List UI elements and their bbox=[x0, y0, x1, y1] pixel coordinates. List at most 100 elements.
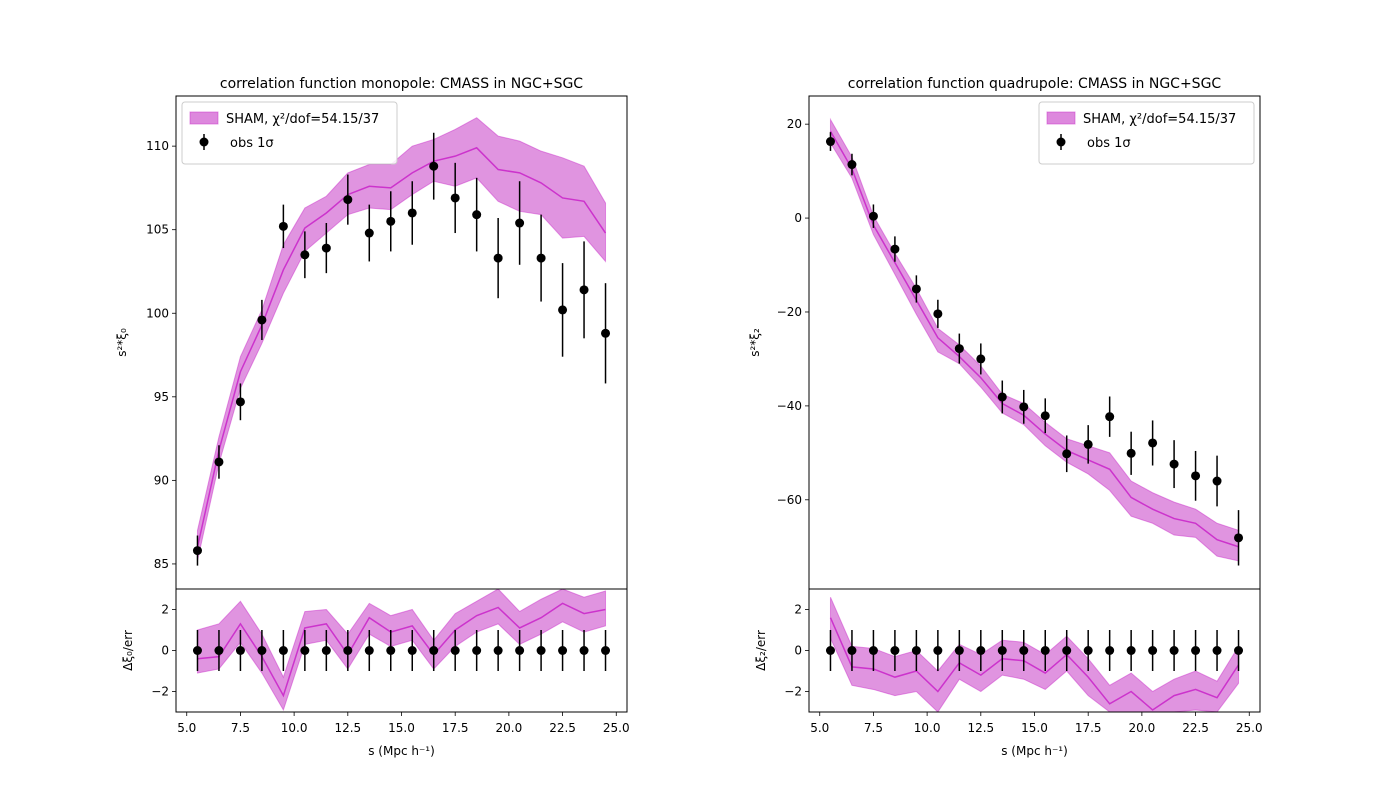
x-tick-label: 15.0 bbox=[388, 721, 415, 735]
legend-obs-marker bbox=[199, 137, 209, 147]
residual-band bbox=[829, 596, 1240, 712]
residual-point bbox=[235, 646, 245, 655]
obs-point bbox=[1019, 402, 1029, 412]
obs-point bbox=[1105, 412, 1115, 422]
legend-obs-label: obs 1σ bbox=[1087, 136, 1131, 151]
y-tick-label: −20 bbox=[777, 305, 802, 319]
residual-y-tick-label: −2 bbox=[151, 685, 169, 699]
residual-point bbox=[300, 646, 310, 655]
y-tick-label: 20 bbox=[787, 117, 802, 131]
residual-point bbox=[407, 646, 417, 655]
model-band bbox=[829, 117, 1240, 562]
residual-point bbox=[1105, 646, 1115, 655]
obs-point bbox=[536, 253, 546, 263]
residual-plot-area bbox=[192, 589, 611, 712]
legend-obs-label: obs 1σ bbox=[230, 136, 274, 151]
residual-y-tick-label: 0 bbox=[161, 644, 169, 658]
obs-point bbox=[868, 211, 878, 221]
x-tick-label: 25.0 bbox=[1236, 721, 1263, 735]
residual-point bbox=[257, 646, 267, 655]
x-tick-label: 7.5 bbox=[864, 721, 883, 735]
residual-point bbox=[321, 646, 331, 655]
x-tick-label: 5.0 bbox=[810, 721, 829, 735]
residual-y-tick-label: −2 bbox=[784, 685, 802, 699]
x-tick-label: 7.5 bbox=[231, 721, 250, 735]
y-tick-label: 90 bbox=[154, 473, 169, 487]
obs-point bbox=[493, 253, 503, 263]
obs-point bbox=[911, 284, 921, 294]
obs-point bbox=[1083, 439, 1093, 449]
residual-point bbox=[1191, 646, 1201, 655]
panel-monopole: correlation function monopole: CMASS in … bbox=[115, 76, 630, 758]
obs-point bbox=[1040, 411, 1050, 421]
panel-quadrupole: correlation function quadrupole: CMASS i… bbox=[748, 76, 1263, 758]
y-tick-label: 100 bbox=[146, 306, 169, 320]
residual-y-tick-label: 2 bbox=[794, 603, 802, 617]
obs-point bbox=[558, 305, 568, 315]
obs-point bbox=[386, 216, 396, 226]
residual-point bbox=[1062, 646, 1072, 655]
main-plot-area bbox=[192, 117, 611, 566]
x-tick-label: 10.0 bbox=[914, 721, 941, 735]
x-tick-label: 10.0 bbox=[281, 721, 308, 735]
residual-line bbox=[829, 617, 1240, 711]
obs-point bbox=[1234, 533, 1244, 543]
obs-point bbox=[1191, 471, 1201, 481]
residual-point bbox=[1212, 646, 1222, 655]
x-tick-label: 17.5 bbox=[1075, 721, 1102, 735]
residual-point bbox=[825, 646, 835, 655]
obs-point bbox=[407, 208, 417, 218]
residual-point bbox=[1083, 646, 1093, 655]
residual-point bbox=[536, 646, 546, 655]
residual-plot-area bbox=[825, 596, 1244, 712]
x-tick-label: 12.5 bbox=[967, 721, 994, 735]
obs-point bbox=[1212, 476, 1222, 486]
legend-model-label: SHAM, χ²/dof=54.15/37 bbox=[226, 112, 379, 127]
residual-y-axis-label: Δξ₀/err bbox=[121, 630, 135, 671]
y-tick-label: −40 bbox=[777, 399, 802, 413]
x-axis-label: s (Mpc h⁻¹) bbox=[1001, 744, 1068, 758]
residual-y-tick-label: 0 bbox=[794, 644, 802, 658]
residual-point bbox=[1019, 646, 1029, 655]
obs-point bbox=[1126, 448, 1136, 458]
residual-point bbox=[558, 646, 568, 655]
residual-point bbox=[192, 646, 202, 655]
residual-point bbox=[1040, 646, 1050, 655]
residual-y-tick-label: 2 bbox=[161, 603, 169, 617]
legend-model-label: SHAM, χ²/dof=54.15/37 bbox=[1083, 112, 1236, 127]
chart-title: correlation function quadrupole: CMASS i… bbox=[848, 76, 1222, 92]
residual-point bbox=[847, 646, 857, 655]
model-line bbox=[829, 130, 1239, 548]
x-tick-label: 17.5 bbox=[442, 721, 469, 735]
residual-point bbox=[515, 646, 525, 655]
legend: SHAM, χ²/dof=54.15/37 obs 1σ bbox=[181, 101, 398, 165]
obs-point bbox=[278, 221, 288, 231]
obs-point bbox=[364, 228, 374, 238]
residual-point bbox=[386, 646, 396, 655]
x-axis-label: s (Mpc h⁻¹) bbox=[368, 744, 435, 758]
residual-point bbox=[890, 646, 900, 655]
y-tick-label: 0 bbox=[794, 211, 802, 225]
legend: SHAM, χ²/dof=54.15/37 obs 1σ bbox=[1038, 101, 1255, 165]
obs-point bbox=[825, 137, 835, 147]
obs-point bbox=[450, 193, 460, 203]
obs-point bbox=[429, 161, 439, 171]
residual-point bbox=[364, 646, 374, 655]
residual-point bbox=[868, 646, 878, 655]
y-axis-label: s²*ξ₂ bbox=[748, 328, 762, 357]
obs-point bbox=[321, 243, 331, 253]
obs-point bbox=[997, 392, 1007, 402]
model-line bbox=[196, 146, 607, 548]
residual-y-axis-label: Δξ₂/err bbox=[754, 630, 768, 671]
residual-point bbox=[1169, 646, 1179, 655]
obs-point bbox=[1169, 459, 1179, 469]
residual-point bbox=[911, 646, 921, 655]
obs-point bbox=[954, 344, 964, 354]
main-plot-area bbox=[825, 117, 1244, 566]
residual-point bbox=[933, 646, 943, 655]
obs-point bbox=[515, 218, 525, 228]
x-tick-label: 20.0 bbox=[1129, 721, 1156, 735]
x-tick-label: 25.0 bbox=[603, 721, 630, 735]
chart-title: correlation function monopole: CMASS in … bbox=[220, 76, 583, 92]
